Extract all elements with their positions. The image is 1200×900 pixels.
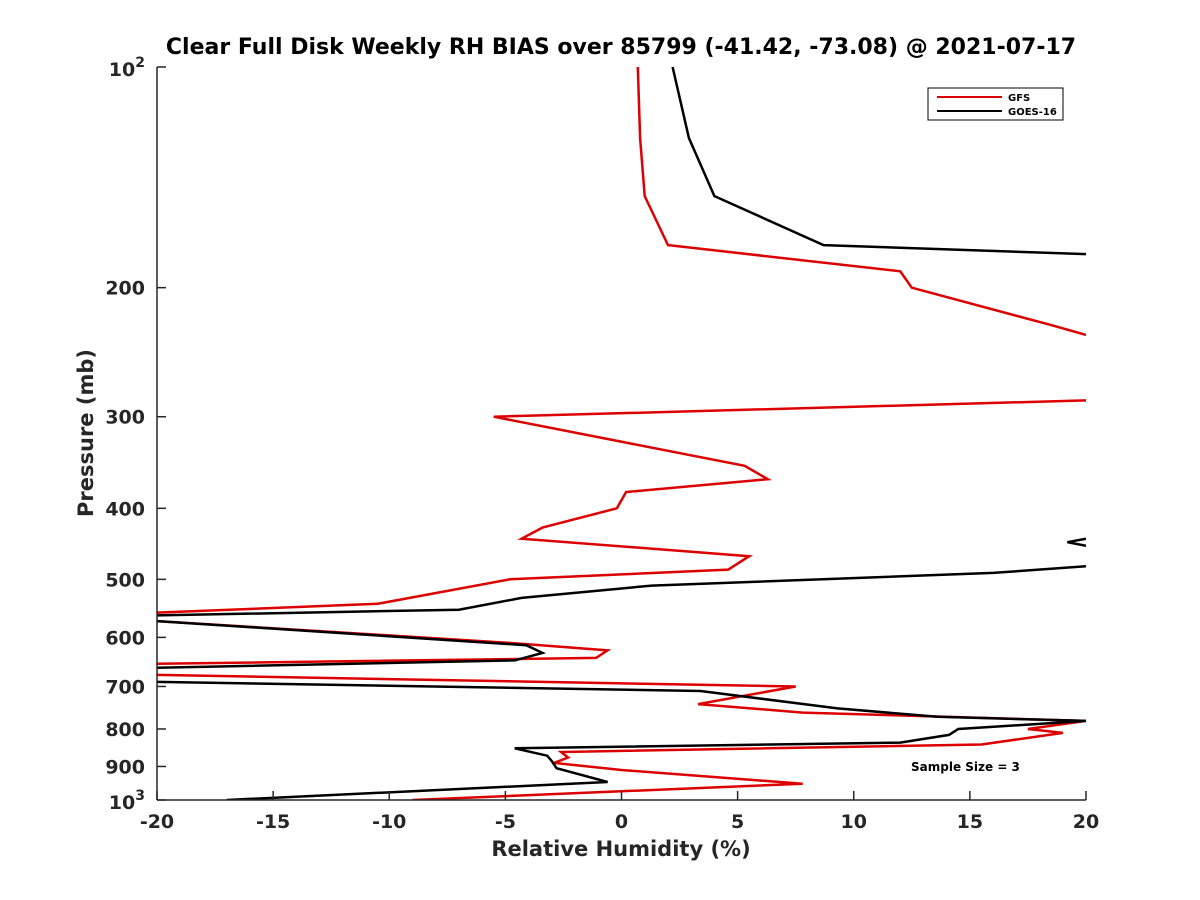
sample-size-annotation: Sample Size = 3 [911, 760, 1020, 774]
series-line-gfs [157, 67, 1086, 800]
x-tick-label: -5 [495, 811, 516, 833]
x-tick-label: 20 [1073, 811, 1099, 833]
y-tick-label: 400 [105, 498, 145, 520]
x-tick-label: 5 [731, 811, 744, 833]
x-tick-label: -20 [140, 811, 174, 833]
series-layer [157, 67, 1086, 800]
y-tick-label: 800 [105, 719, 145, 741]
y-tick-label: 600 [105, 627, 145, 649]
legend-label-goes16: GOES-16 [1008, 107, 1057, 118]
y-tick-label: 700 [105, 676, 145, 698]
x-tick-label: -15 [256, 811, 290, 833]
y-tick-label: 500 [105, 569, 145, 591]
y-axis-title: Pressure (mb) [74, 349, 98, 517]
y-tick-label: 103 [109, 788, 145, 814]
x-tick-label: 10 [841, 811, 867, 833]
x-tick-label: -10 [372, 811, 406, 833]
y-tick-label: 300 [105, 407, 145, 429]
x-tick-label: 0 [615, 811, 628, 833]
legend-label-gfs: GFS [1008, 93, 1030, 104]
x-axis-ticks: -20 -15 -10 -5 0 5 10 15 20 [140, 791, 1099, 833]
x-tick-label: 15 [957, 811, 983, 833]
legend-box [927, 87, 1064, 121]
series-line-goes16 [157, 67, 1086, 800]
y-tick-label: 200 [105, 278, 145, 300]
y-tick-label: 900 [105, 756, 145, 778]
legend: GFS GOES-16 [927, 87, 1064, 121]
y-tick-label: 102 [109, 55, 145, 81]
y-axis-ticks: 102 200 300 400 500 600 700 800 900 103 [105, 55, 166, 814]
chart-title: Clear Full Disk Weekly RH BIAS over 8579… [166, 35, 1076, 60]
x-axis-title: Relative Humidity (%) [491, 837, 750, 861]
